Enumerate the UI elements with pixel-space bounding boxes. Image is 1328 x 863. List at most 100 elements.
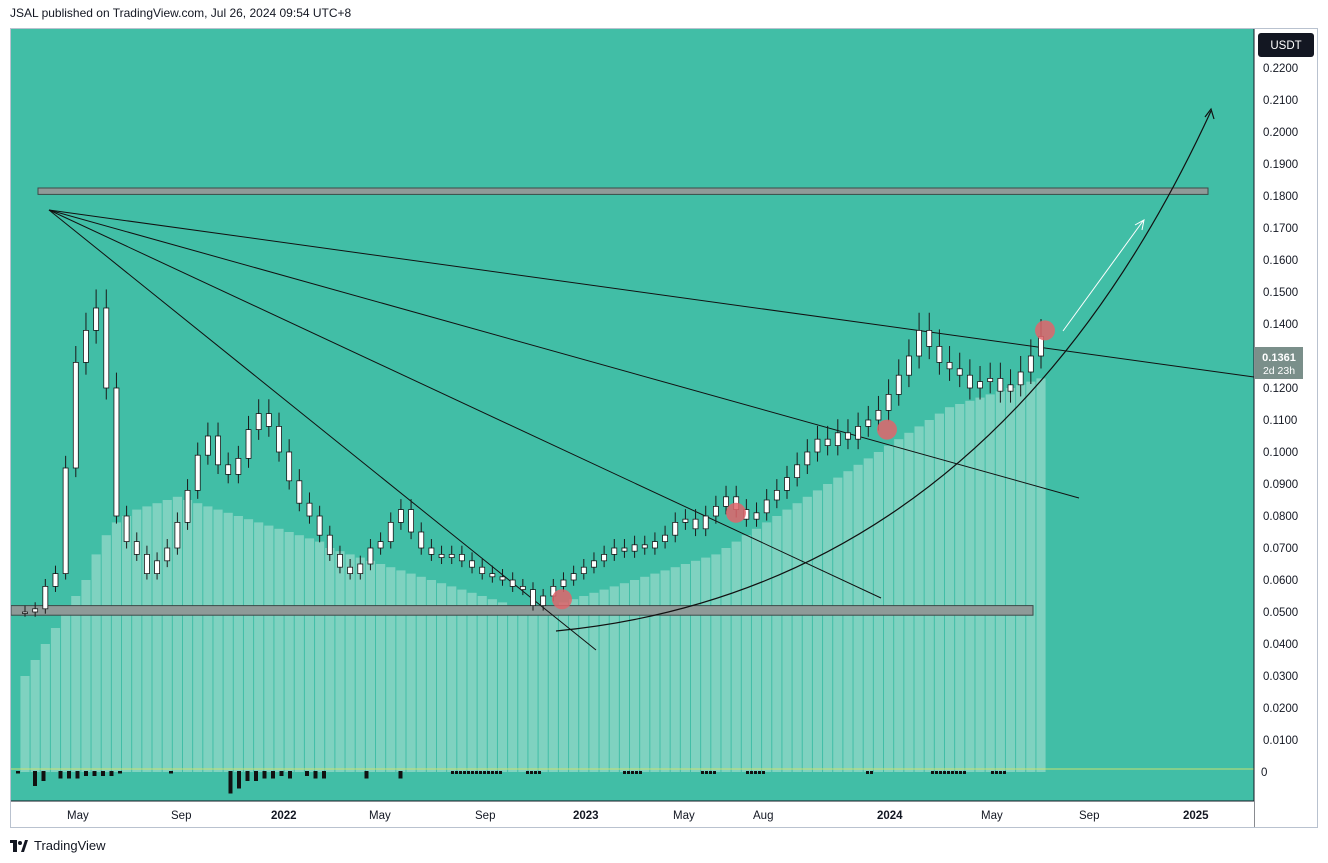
chart-panel[interactable]: USDT 0.2200 0.2100 0.2000 0.1900 0.1800 0.170… — [10, 28, 1318, 828]
candle-body — [448, 554, 455, 559]
volume-bar — [193, 503, 203, 772]
candle-body — [773, 489, 780, 501]
volume-bar — [447, 586, 457, 772]
volume-bar — [304, 538, 315, 772]
candle-body — [296, 480, 303, 504]
candle-body — [794, 464, 801, 478]
volume-bar — [274, 528, 284, 772]
candle-body — [560, 579, 567, 587]
indicator-bar — [58, 771, 63, 779]
volume-bar — [955, 404, 965, 772]
candle-body — [367, 547, 374, 565]
volume-bar — [508, 605, 518, 772]
volume-bar — [172, 496, 182, 772]
indicator-bar — [639, 771, 642, 774]
candle-body — [438, 554, 445, 559]
time-axis[interactable] — [11, 801, 1254, 828]
volume-bar — [782, 509, 792, 772]
indicator-bar — [935, 771, 938, 774]
time-tick-label: May — [369, 810, 391, 822]
volume-bar — [792, 503, 802, 772]
indicator-bar — [947, 771, 950, 774]
candle-body — [133, 541, 140, 555]
volume-bar — [477, 596, 487, 772]
volume-bar — [1026, 381, 1036, 772]
candle-body — [93, 307, 100, 331]
price-tick-label: 0.0200 — [1263, 703, 1298, 715]
countdown-label: 2d 23h — [1263, 365, 1295, 377]
time-tick-label: 2024 — [877, 810, 903, 822]
price-chart[interactable]: USDT 0.2200 0.2100 0.2000 0.1900 0.1800 0.170… — [11, 29, 1318, 828]
price-tick-label: 0.1000 — [1263, 447, 1298, 459]
candle-body — [398, 509, 404, 523]
indicator-bar — [41, 771, 46, 781]
volume-bar — [182, 500, 193, 772]
volume-bar — [904, 432, 914, 772]
candle-body — [154, 560, 160, 574]
projection-arrow — [1062, 220, 1144, 332]
volume-bar — [436, 583, 447, 772]
candle-body — [306, 502, 313, 517]
time-tick-label: May — [673, 810, 695, 822]
indicator-bar — [109, 771, 114, 776]
volume-bar — [802, 496, 812, 772]
volume-bar — [101, 535, 111, 772]
candle-body — [509, 579, 516, 587]
candle-body — [479, 566, 486, 575]
candle-body — [936, 345, 943, 363]
indicator-bar — [709, 771, 712, 774]
candle-body — [621, 547, 628, 552]
candle-body — [682, 518, 689, 523]
indicator-bar — [271, 771, 275, 779]
volume-bar — [630, 580, 640, 772]
candle-body — [845, 432, 851, 440]
time-tick-label: 2022 — [271, 810, 297, 822]
candle-body — [235, 457, 242, 475]
indicator-bar — [67, 771, 71, 779]
candle-body — [784, 477, 790, 491]
volume-bar — [264, 525, 274, 772]
indicator-bar — [631, 771, 634, 774]
volume-bar — [741, 535, 751, 772]
volume-bar — [325, 548, 335, 772]
volume-bar — [223, 512, 233, 772]
candle-body — [966, 374, 973, 389]
candle-body — [631, 544, 638, 552]
volume-bar — [132, 509, 142, 772]
price-axis[interactable] — [1254, 29, 1318, 801]
volume-bar — [396, 570, 406, 772]
volume-bar — [213, 509, 223, 772]
highlight-marker — [877, 419, 897, 440]
volume-bar — [243, 519, 254, 772]
indicator-bar — [762, 771, 765, 774]
volume-bar — [142, 506, 152, 772]
candle-body — [875, 409, 882, 421]
indicator-bar — [262, 771, 267, 779]
indicator-bar — [705, 771, 708, 774]
candle-body — [255, 413, 262, 431]
indicator-bar — [866, 771, 869, 774]
volume-bar — [721, 548, 731, 772]
candle-body — [286, 451, 293, 482]
volume-bar — [833, 477, 843, 772]
price-tick-label: 0.1600 — [1263, 255, 1298, 267]
candle-body — [184, 489, 191, 523]
candle-body — [408, 509, 414, 533]
candle-body — [906, 355, 912, 376]
indicator-bar — [398, 771, 403, 779]
volume-bar — [772, 516, 782, 772]
candle-body — [916, 329, 922, 357]
candle-body — [885, 393, 892, 411]
candle-body — [865, 419, 872, 427]
indicator-bar — [467, 771, 470, 774]
candle-body — [144, 554, 150, 575]
candle-body — [662, 534, 668, 543]
volume-bar — [1036, 378, 1046, 772]
volume-bar — [650, 573, 660, 772]
indicator-bar — [991, 771, 994, 774]
currency-badge[interactable] — [1258, 33, 1314, 57]
growth-curve — [555, 110, 1212, 632]
volume-bar — [762, 522, 772, 772]
candle-body — [458, 554, 465, 562]
volume-bar — [335, 551, 345, 772]
